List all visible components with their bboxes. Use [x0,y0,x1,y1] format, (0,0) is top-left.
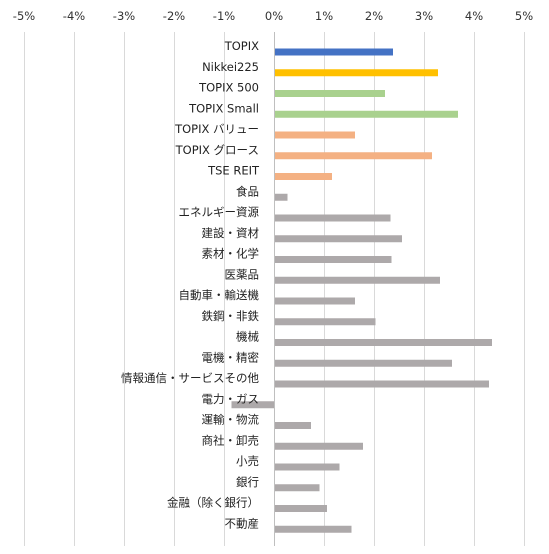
bar [274,525,352,533]
bar [274,276,440,284]
x-tick-label: -4% [63,9,85,23]
x-tick-label: 2% [365,9,383,23]
category-labels: TOPIX Nikkei225 TOPIX 500 TOPIX Small TOPIX … [121,39,260,530]
category-label: 銀行 [236,475,259,489]
category-label: TOPIX Small [188,101,259,115]
bar [274,110,458,118]
category-label: TOPIX バリュー [174,122,259,136]
x-tick-label: 3% [415,9,433,23]
bar [274,173,332,180]
category-label: TOPIX グロース [175,143,259,157]
bar [274,235,402,243]
bar [274,463,340,471]
category-label: 情報通信・サービスその他 [121,371,259,385]
category-label: TOPIX [224,39,259,53]
x-tick-label: 4% [465,9,483,23]
category-label: 電機・精密 [202,350,260,364]
bar [274,90,385,97]
category-label: 鉄鋼・非鉄 [202,309,260,323]
bar [274,359,452,367]
category-label: 商社・卸売 [202,433,260,447]
bar [274,318,376,326]
bar [274,339,492,346]
category-label: 建設・資材 [202,226,260,240]
category-label: エネルギー資源 [179,205,260,219]
category-label: TOPIX 500 [198,81,259,95]
x-tick-label: -1% [213,9,235,23]
category-label: 医薬品 [225,267,260,281]
x-tick-label: 1% [315,9,333,23]
bar [274,152,432,160]
category-label: 運輸・物流 [202,413,260,427]
bar [274,505,327,512]
bar [231,401,274,409]
bars [231,48,492,533]
bar [274,256,392,263]
category-label: 素材・化学 [202,247,260,261]
category-label: 電力・ガス [202,392,260,406]
bar [274,193,288,201]
category-label: 不動産 [225,516,260,530]
bar [274,297,355,305]
category-label: 機械 [236,330,259,344]
bar [274,484,320,492]
category-label: Nikkei225 [202,60,259,74]
bar [274,131,355,139]
bar [274,69,438,77]
bar [274,380,489,388]
x-tick-label: 5% [515,9,533,23]
bar [274,422,311,429]
bar [274,214,391,222]
category-label: 自動車・輸送機 [179,288,260,302]
x-axis-ticks: -5% -4% -3% -2% -1% 0% 1% 2% 3% 4% 5% [13,9,533,23]
x-tick-label: -3% [113,9,135,23]
bar [274,48,393,56]
category-label: TSE REIT [207,164,260,178]
category-label: 小売 [236,454,259,468]
category-label: 食品 [236,184,259,198]
category-label: 金融（除く銀行） [167,496,259,510]
bar [274,442,363,450]
x-tick-label: 0% [265,9,283,23]
x-tick-label: -2% [163,9,185,23]
x-tick-label: -5% [13,9,35,23]
